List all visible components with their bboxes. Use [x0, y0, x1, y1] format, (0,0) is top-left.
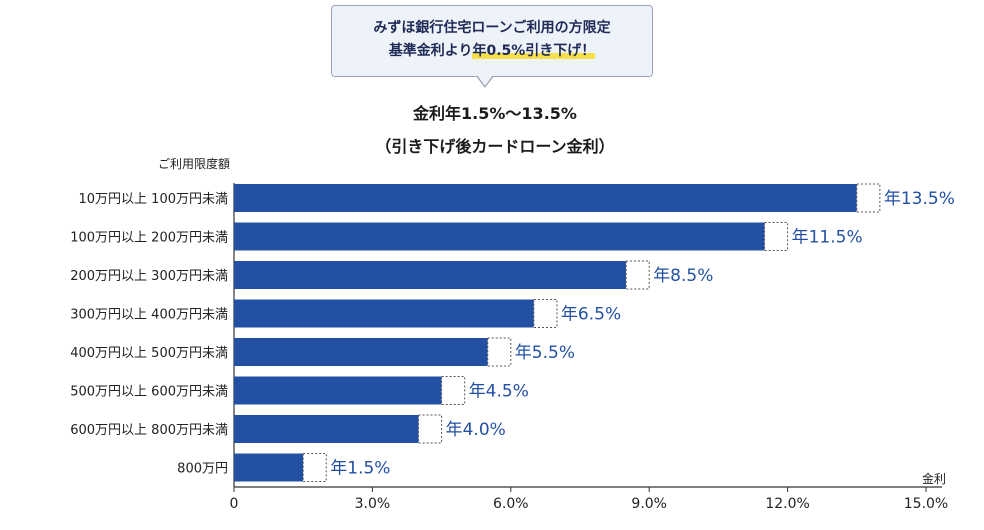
- bar: [234, 376, 442, 405]
- chart-title: 金利年1.5%〜13.5%: [413, 104, 577, 123]
- x-tick-label: 6.0%: [493, 496, 529, 512]
- x-tick-label: 3.0%: [355, 496, 391, 512]
- reduction-box: [764, 222, 789, 251]
- value-label: 年6.5%: [561, 305, 621, 325]
- x-tick-label: 15.0%: [904, 496, 948, 512]
- y-axis-label: ご利用限度額: [158, 156, 230, 171]
- bar: [234, 222, 765, 251]
- bar: [234, 338, 488, 366]
- callout-highlight: 年0.5%引き下げ！: [472, 43, 596, 59]
- reduction-box: [418, 414, 443, 444]
- bar: [234, 415, 419, 443]
- callout-line2-prefix: 基準金利より: [388, 43, 473, 59]
- reduction-box: [487, 337, 512, 367]
- x-tick-label: 9.0%: [631, 496, 667, 512]
- x-tick-label: 0: [230, 496, 239, 512]
- reduction-box: [533, 299, 558, 328]
- reduction-box: [441, 376, 466, 405]
- reduction-box: [856, 183, 881, 213]
- category-label: 100万円以上 200万円未満: [70, 231, 228, 246]
- value-label: 年13.5%: [884, 189, 955, 209]
- reduction-box: [625, 260, 650, 290]
- x-axis-label: 金利: [922, 471, 946, 486]
- bar: [234, 261, 627, 289]
- category-label: 800万円: [177, 462, 228, 477]
- category-label: 10万円以上 100万円未満: [79, 192, 229, 207]
- value-label: 年5.5%: [515, 343, 575, 363]
- callout-line1: みずほ銀行住宅ローンご利用の方限定: [373, 20, 611, 36]
- value-label: 年11.5%: [792, 228, 863, 248]
- value-label: 年4.0%: [446, 420, 506, 440]
- x-tick-label: 12.0%: [765, 496, 809, 512]
- callout-line2: 基準金利より年0.5%引き下げ！: [332, 40, 652, 63]
- category-label: 600万円以上 800万円未満: [70, 423, 228, 438]
- bar: [234, 184, 857, 212]
- category-label: 500万円以上 600万円未満: [70, 385, 228, 400]
- reduction-box: [302, 453, 327, 482]
- value-label: 年8.5%: [653, 266, 713, 286]
- value-label: 年1.5%: [330, 459, 390, 479]
- bar: [234, 453, 304, 482]
- callout-box: みずほ銀行住宅ローンご利用の方限定 基準金利より年0.5%引き下げ！: [331, 5, 653, 77]
- callout-tail-inner: [477, 75, 493, 86]
- value-label: 年4.5%: [469, 382, 529, 402]
- category-label: 400万円以上 500万円未満: [70, 346, 228, 361]
- chart-subtitle: （引き下げ後カードローン金利）: [375, 137, 615, 156]
- category-label: 300万円以上 400万円未満: [70, 308, 228, 323]
- bar: [234, 299, 534, 328]
- category-label: 200万円以上 300万円未満: [70, 269, 228, 284]
